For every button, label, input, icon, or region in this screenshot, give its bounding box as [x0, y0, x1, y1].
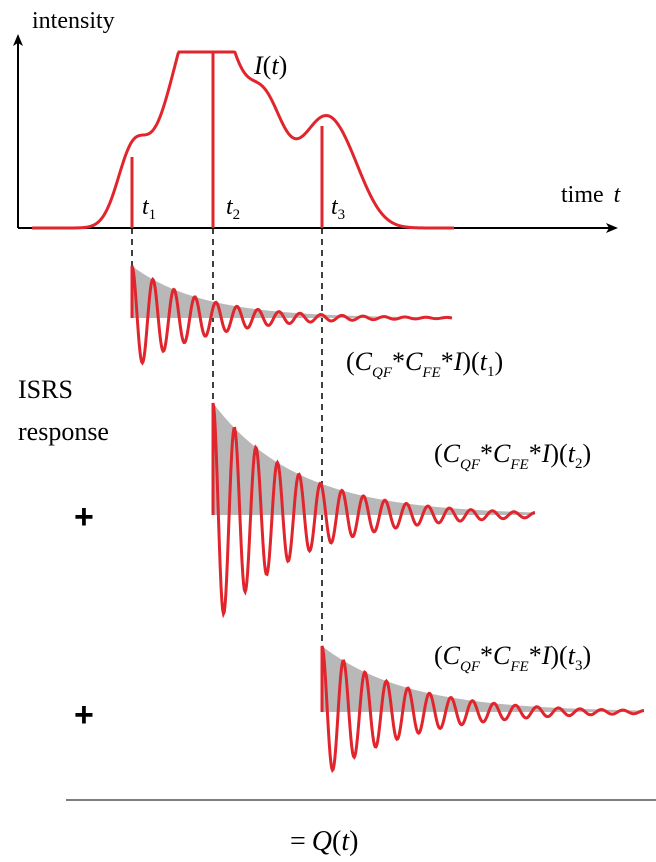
isrs-label-line2: response	[18, 417, 109, 446]
response-3-label: (CQF*CFE*I)(t3)	[434, 641, 591, 675]
t3-label: t3	[331, 194, 345, 223]
intensity-curve	[32, 50, 454, 230]
response-2-oscillation	[211, 402, 536, 619]
isrs-label-line1: ISRS	[18, 375, 73, 404]
response-2-envelope	[213, 403, 535, 515]
response-3-envelope	[322, 646, 644, 712]
result-label: = Q(t)	[290, 826, 358, 857]
intensity-curve-group: I(t)	[32, 50, 454, 230]
response-1: (CQF*CFE*I)(t1)	[130, 265, 503, 381]
t1-label: t1	[142, 194, 156, 223]
sample-times: t1 t2 t3	[130, 52, 345, 712]
response-2: + (CQF*CFE*I)(t2)	[74, 402, 591, 619]
plus-sign-1: +	[74, 498, 94, 536]
response-1-label: (CQF*CFE*I)(t1)	[346, 347, 503, 381]
response-1-oscillation	[130, 265, 453, 366]
x-axis-label: time t	[561, 182, 622, 208]
sum-result: = Q(t)	[66, 799, 656, 857]
intensity-curve-label: I(t)	[253, 51, 287, 80]
response-3-oscillation	[320, 645, 645, 774]
response-2-label: (CQF*CFE*I)(t2)	[434, 439, 591, 473]
plus-sign-2: +	[74, 696, 94, 734]
isrs-response-label: ISRS response	[18, 375, 109, 446]
y-axis-label: intensity	[32, 8, 115, 34]
t2-label: t2	[226, 194, 240, 223]
axes: intensity time t	[13, 8, 622, 233]
response-1-envelope	[132, 266, 452, 318]
response-3: + (CQF*CFE*I)(t3)	[74, 641, 645, 774]
